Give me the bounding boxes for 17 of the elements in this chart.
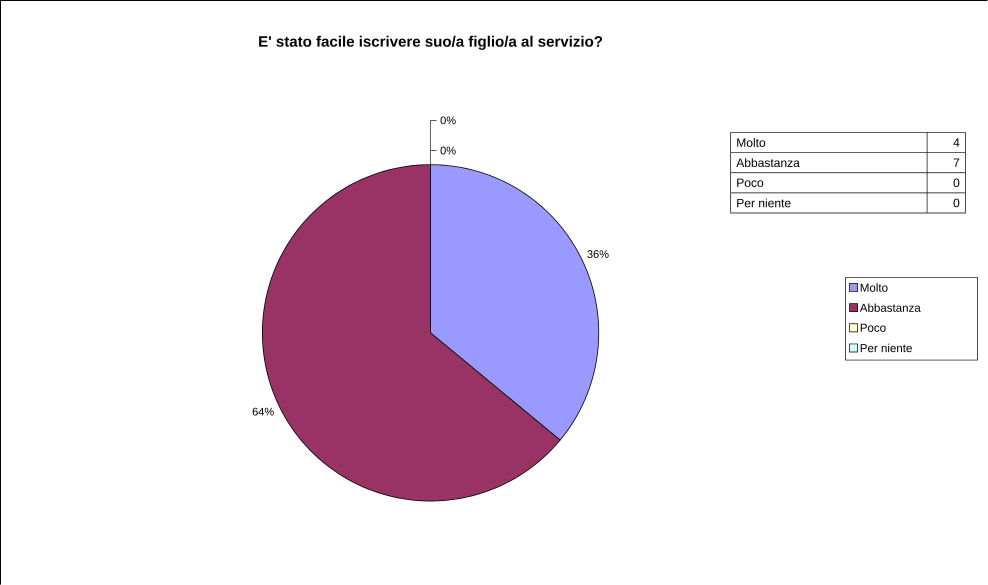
category-label: Molto bbox=[737, 138, 766, 147]
legend-label: Poco bbox=[860, 324, 886, 332]
text: 0% bbox=[440, 146, 456, 154]
text: 7 bbox=[954, 158, 960, 167]
chart-title: E' stato facile iscrivere suo/a figlio/a al servizio? bbox=[259, 36, 602, 50]
data-label: 64% bbox=[252, 408, 274, 416]
legend-label: Abbastanza bbox=[860, 303, 921, 312]
text: 0 bbox=[954, 178, 960, 187]
category-label: Per niente bbox=[737, 198, 791, 208]
text: 0% bbox=[440, 116, 456, 124]
data-label: 36% bbox=[587, 250, 609, 258]
legend-label: Per niente bbox=[860, 344, 912, 352]
category-label: Poco bbox=[737, 178, 764, 187]
text: 4 bbox=[953, 138, 960, 147]
category-label: Abbastanza bbox=[736, 158, 800, 167]
text: 0 bbox=[954, 198, 960, 208]
legend-label: Molto bbox=[860, 283, 888, 292]
